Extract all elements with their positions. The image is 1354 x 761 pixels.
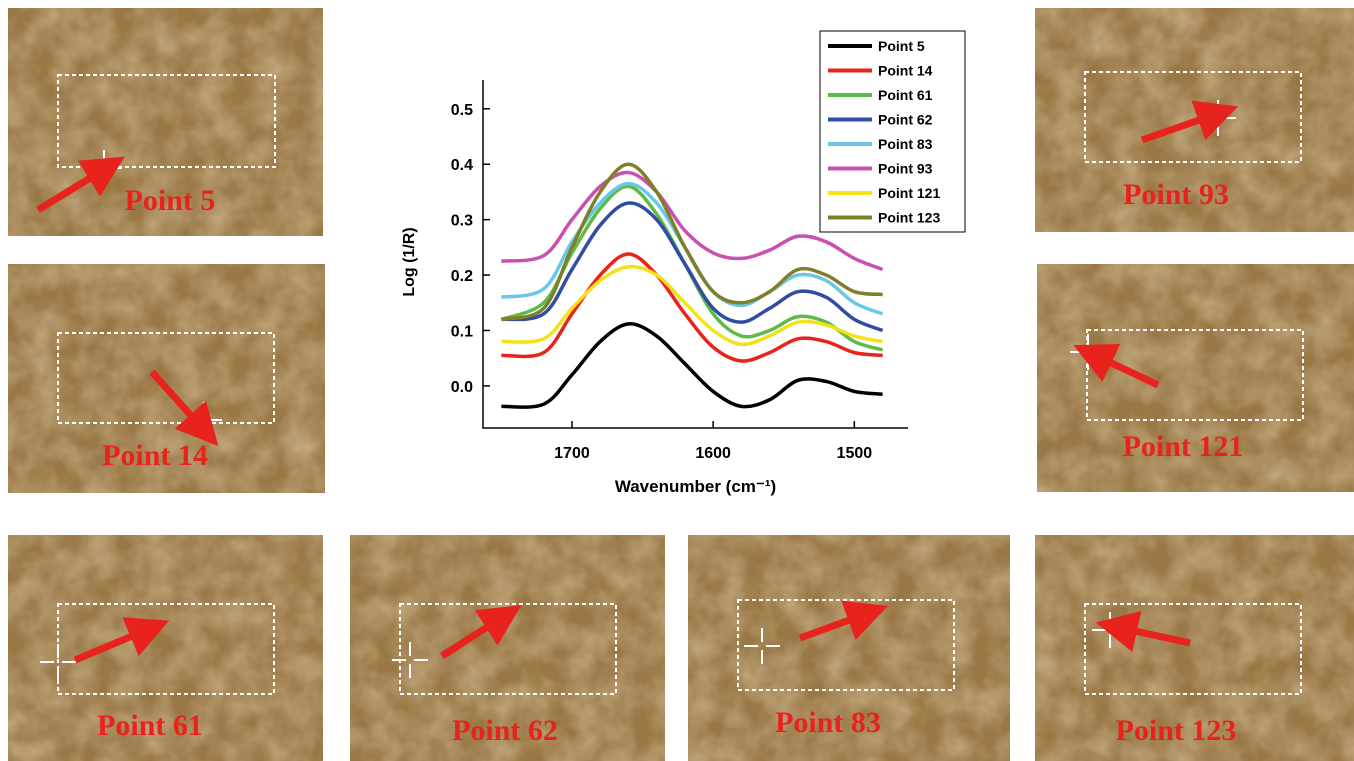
panel-label: Point 61 <box>97 709 203 742</box>
legend-label: Point 5 <box>878 38 925 54</box>
arrow <box>149 369 219 447</box>
crosshair <box>40 644 76 680</box>
panel-label: Point 83 <box>775 706 881 739</box>
series-line <box>501 170 884 272</box>
legend-label: Point 61 <box>878 87 933 103</box>
chart: 0.0 0.1 0.2 0.3 0.4 0.5 1700 1600 1500 Wavenumber… <box>330 20 1000 510</box>
arrow <box>36 156 125 213</box>
roi-box <box>1084 603 1302 695</box>
series-line <box>501 252 883 363</box>
legend-label: Point 14 <box>878 63 933 79</box>
y-tick-label: 0.5 <box>451 102 473 119</box>
legend-label: Point 123 <box>878 210 940 226</box>
x-axis-label: Wavenumber (cm⁻¹) <box>615 477 776 496</box>
legend-label: Point 121 <box>878 185 940 201</box>
series-line <box>501 322 883 409</box>
roi-box <box>737 599 955 691</box>
crosshair <box>744 628 780 664</box>
arrow <box>73 617 170 664</box>
y-tick-label: 0.4 <box>451 157 473 174</box>
panel-label: Point 93 <box>1123 178 1229 211</box>
image-panels: Point 5 Point 14 Point 61 Point 62 Point 83 P… <box>8 8 1354 761</box>
y-tick-label: 0.0 <box>451 379 473 396</box>
arrow <box>1095 610 1191 653</box>
panel-texture <box>688 535 1010 761</box>
crosshair <box>392 642 428 678</box>
panel-label: Point 123 <box>1116 714 1237 747</box>
panel-label: Point 14 <box>102 439 208 472</box>
arrow <box>1140 100 1239 144</box>
roi-box <box>399 603 617 695</box>
series-line <box>500 162 883 322</box>
arrow <box>1073 343 1160 389</box>
x-tick-label: 1500 <box>837 445 873 462</box>
legend-box <box>819 30 966 233</box>
roi-box <box>1084 71 1302 163</box>
panel-label: Point 5 <box>125 184 216 217</box>
roi-box <box>57 332 275 424</box>
y-axis-label: Log (1/R) <box>401 227 418 296</box>
roi-box <box>57 74 276 168</box>
x-tick-label: 1700 <box>554 445 590 462</box>
y-tick-label: 0.1 <box>451 323 473 340</box>
panel-label: Point 62 <box>452 714 558 747</box>
arrow <box>798 600 888 642</box>
panel-label: Point 121 <box>1123 430 1244 463</box>
legend-label: Point 62 <box>878 112 933 128</box>
series-line <box>501 264 883 347</box>
x-tick-label: 1600 <box>695 445 731 462</box>
y-tick-label: 0.2 <box>451 268 473 285</box>
axes <box>482 80 908 429</box>
series-line <box>501 201 884 333</box>
y-tick-label: 0.3 <box>451 213 473 230</box>
panel-texture <box>8 264 325 493</box>
legend-label: Point 93 <box>878 161 933 177</box>
legend-label: Point 83 <box>878 136 933 152</box>
panel-texture <box>350 535 665 761</box>
arrow <box>440 605 522 659</box>
